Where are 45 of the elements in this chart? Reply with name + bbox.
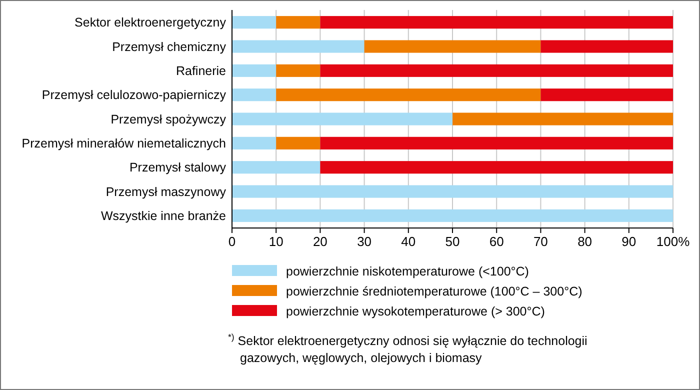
x-tick-label: 50: [445, 234, 460, 249]
x-tick-label: 30: [357, 234, 372, 249]
bar: [232, 16, 276, 29]
legend-label: powierzchnie wysokotemperaturowe (> 300°C): [286, 304, 545, 318]
y-tick-label: Wszystkie inne branże: [100, 209, 226, 224]
bar: [232, 161, 320, 174]
bar: [232, 40, 364, 53]
y-tick-label: Sektor elektroenergetyczny: [74, 16, 227, 30]
y-tick-label: Przemysł chemiczny: [112, 40, 227, 54]
bar: [276, 64, 320, 77]
bar: [540, 88, 673, 102]
bar: [276, 16, 320, 29]
y-tick-label: Przemysł spożywczy: [110, 112, 227, 126]
x-tick-label: 60: [489, 234, 504, 249]
x-tick-label: 10: [268, 234, 284, 249]
bar: [364, 40, 541, 53]
bar: [320, 161, 673, 174]
x-tick-label: 100%: [656, 234, 690, 249]
bar: [452, 112, 673, 126]
bar: [540, 40, 673, 53]
bar: [276, 136, 320, 150]
bar: [232, 112, 452, 126]
y-tick-label: Przemysł minerałów niemetalicznych: [22, 136, 226, 151]
bar: [232, 88, 276, 102]
text: $^{*)}$ Sektor elektroenergetyczny odnosi się wyłącznie do technologii gazowych, węglowych, olejowych i biomasy: [228, 332, 588, 365]
bar: [320, 64, 673, 77]
x-tick-label: 90: [622, 234, 636, 249]
bar: [320, 136, 673, 150]
bar: [276, 88, 541, 102]
y-tick-label: Przemysł celulozowo-papierniczy: [42, 88, 227, 102]
legend-label: powierzchnie niskotemperaturowe (<100°C): [286, 264, 529, 278]
bar: [232, 209, 673, 222]
bar: [232, 185, 673, 198]
bar: [320, 16, 673, 29]
bar: [232, 136, 276, 150]
x-tick-label: 80: [578, 234, 592, 249]
y-tick-label: Przemysł stalowy: [129, 160, 227, 175]
x-tick-label: 70: [533, 234, 548, 249]
y-tick-label: Rafinerie: [176, 64, 226, 78]
legend-label: powierzchnie średniotemperaturowe (100°C – 300°C): [286, 284, 582, 298]
x-tick-label: 40: [401, 234, 416, 249]
x-tick-label: 0: [228, 234, 236, 249]
bar: [232, 64, 276, 77]
y-tick-label: Przemysł maszynowy: [106, 184, 227, 199]
x-tick-label: 20: [312, 234, 328, 249]
